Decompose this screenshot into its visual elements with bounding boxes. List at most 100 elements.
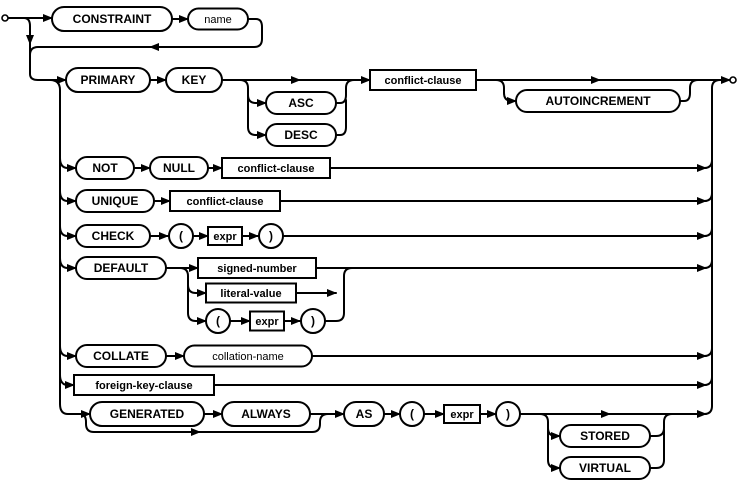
node-label: CONSTRAINT xyxy=(73,12,152,26)
keyword-node-shape xyxy=(343,401,385,427)
keyword-node: ALWAYS xyxy=(221,401,311,427)
nonterminal-box-shape xyxy=(169,190,281,212)
diagram-nodes: CONSTRAINT name PRIMARY KEY ASC DESC conflict-… xyxy=(51,6,681,480)
start-terminal xyxy=(1,14,9,22)
punctuation-node-shape xyxy=(168,223,194,249)
node-label: NOT xyxy=(92,161,118,175)
punctuation-node-shape xyxy=(205,308,231,334)
node-label: literal-value xyxy=(220,288,281,300)
punctuation-node: ) xyxy=(495,401,521,427)
keyword-node-shape xyxy=(221,401,311,427)
nonterminal-box-shape xyxy=(197,257,317,279)
keyword-node-shape xyxy=(89,401,205,427)
nonterminal-box: conflict-clause xyxy=(369,69,477,91)
node-label: expr xyxy=(213,231,237,243)
node-label: PRIMARY xyxy=(81,73,136,87)
keyword-node: DEFAULT xyxy=(75,256,167,280)
track-segment xyxy=(239,79,267,107)
nonterminal-box: expr xyxy=(249,310,285,332)
node-label: ASC xyxy=(288,96,314,110)
nonterminal-box: signed-number xyxy=(197,257,317,279)
track-segment xyxy=(247,94,267,139)
track-segment xyxy=(519,405,713,415)
keyword-node-shape xyxy=(149,156,209,180)
identifier-node: name xyxy=(187,7,249,31)
node-label: name xyxy=(204,14,232,26)
keyword-node-shape xyxy=(75,344,167,368)
track-segment xyxy=(335,99,347,136)
track-segment xyxy=(315,259,713,269)
keyword-node-shape xyxy=(51,6,173,32)
node-label: AS xyxy=(356,407,373,421)
track-segment xyxy=(187,284,207,325)
nonterminal-box-shape xyxy=(205,282,297,304)
keyword-node-shape xyxy=(559,456,651,480)
node-label: conflict-clause xyxy=(384,75,461,87)
punctuation-node-shape xyxy=(258,223,284,249)
keyword-node: AUTOINCREMENT xyxy=(515,89,681,113)
keyword-node: CONSTRAINT xyxy=(51,6,173,32)
track-segment xyxy=(679,79,699,102)
keyword-node: VIRTUAL xyxy=(559,456,651,480)
track-segment xyxy=(279,192,713,202)
track-segment xyxy=(649,413,673,437)
nonterminal-box: literal-value xyxy=(205,282,297,304)
node-label: ALWAYS xyxy=(241,407,291,421)
keyword-node-shape xyxy=(75,256,167,280)
node-label: ) xyxy=(311,314,315,328)
punctuation-node: ( xyxy=(205,308,231,334)
nonterminal-box-shape xyxy=(73,374,215,396)
keyword-node: STORED xyxy=(559,424,651,448)
node-label: signed-number xyxy=(217,263,297,275)
end-terminal xyxy=(729,76,737,84)
keyword-node: ASC xyxy=(265,91,337,115)
keyword-node: PRIMARY xyxy=(65,67,151,93)
node-label: NULL xyxy=(163,161,195,175)
keyword-node-shape xyxy=(265,123,337,147)
track-segment xyxy=(59,190,77,205)
nonterminal-box: conflict-clause xyxy=(221,157,331,179)
track-segment xyxy=(329,159,713,169)
node-label: conflict-clause xyxy=(186,196,263,208)
keyword-node-shape xyxy=(75,156,135,180)
nonterminal-box: expr xyxy=(443,404,481,424)
track-segment xyxy=(49,79,61,405)
node-label: COLLATE xyxy=(93,349,149,363)
nonterminal-box: expr xyxy=(207,226,243,246)
keyword-node-shape xyxy=(65,67,151,93)
punctuation-node: ) xyxy=(300,308,326,334)
node-label: DEFAULT xyxy=(94,261,149,275)
keyword-node: NULL xyxy=(149,156,209,180)
track-segment xyxy=(335,79,355,104)
track-segment xyxy=(311,347,713,357)
keyword-node: CHECK xyxy=(75,224,151,248)
node-label: ( xyxy=(179,229,183,243)
node-label: AUTOINCREMENT xyxy=(545,94,651,108)
node-label: ( xyxy=(410,407,414,421)
track-segment xyxy=(59,345,77,360)
punctuation-node-shape xyxy=(300,308,326,334)
node-label: VIRTUAL xyxy=(579,461,631,475)
node-label: DESC xyxy=(284,128,318,142)
node-label: ) xyxy=(506,407,510,421)
diagram-tracks xyxy=(7,14,731,472)
keyword-node-shape xyxy=(75,224,151,248)
node-label: KEY xyxy=(182,73,207,87)
track-segment xyxy=(547,427,561,472)
nonterminal-box-shape xyxy=(443,404,481,424)
track-segment xyxy=(495,79,517,105)
track-segment xyxy=(79,413,345,433)
track-segment xyxy=(29,18,263,56)
nonterminal-box-shape xyxy=(207,226,243,246)
keyword-node-shape xyxy=(165,67,223,93)
keyword-node-shape xyxy=(559,424,651,448)
keyword-node: GENERATED xyxy=(89,401,205,427)
punctuation-node: ( xyxy=(168,223,194,249)
track-segment xyxy=(213,376,713,386)
punctuation-node: ) xyxy=(258,223,284,249)
nonterminal-box-shape xyxy=(249,310,285,332)
node-label: foreign-key-clause xyxy=(95,380,192,392)
keyword-node: COLLATE xyxy=(75,344,167,368)
keyword-node: KEY xyxy=(165,67,223,93)
keyword-node: DESC xyxy=(265,123,337,147)
